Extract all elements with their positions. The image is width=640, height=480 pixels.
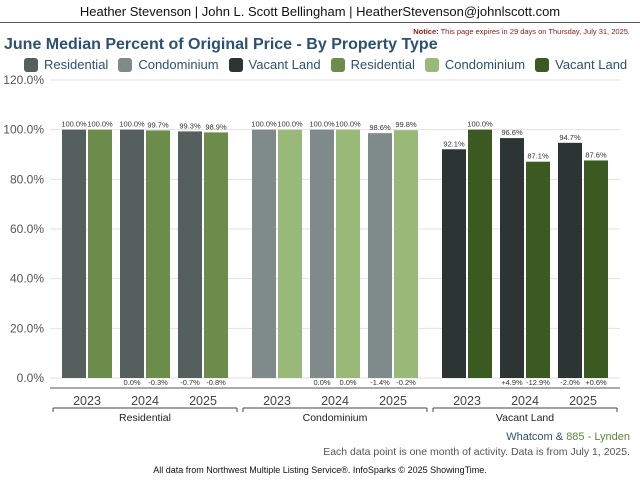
change-label: 0.0%	[339, 378, 356, 387]
data-label: 100.0%	[61, 120, 87, 129]
legend-item-vacant-land-lynden[interactable]: Vacant Land	[535, 57, 627, 72]
notice-label: Notice:	[413, 27, 439, 36]
bar	[558, 142, 582, 378]
data-label: 99.3%	[179, 121, 201, 130]
data-label: 100.0%	[277, 120, 303, 129]
bar	[468, 129, 492, 378]
legend-item-condominium-lynden[interactable]: Condominium	[424, 57, 526, 72]
data-label: 100.0%	[335, 120, 361, 129]
y-tick-label: 120.0%	[3, 73, 44, 87]
change-label: 0.0%	[123, 378, 140, 387]
bar	[336, 129, 360, 378]
data-label: 99.7%	[147, 120, 169, 129]
y-tick-label: 40.0%	[10, 272, 44, 286]
y-tick-label: 20.0%	[10, 321, 44, 335]
bar	[500, 138, 524, 378]
group-label: Condominium	[303, 412, 368, 424]
x-tick-label: 2024	[321, 394, 349, 408]
data-label: 100.0%	[119, 120, 145, 129]
notice-text: This page expires in 29 days on Thursday…	[440, 27, 630, 36]
location-legend: Whatcom & 885 - Lynden	[0, 431, 640, 443]
legend-swatch	[424, 57, 439, 72]
data-label: 100.0%	[309, 120, 335, 129]
x-tick-label: 2025	[379, 394, 407, 408]
legend-swatch	[330, 57, 345, 72]
data-label: 100.0%	[251, 120, 277, 129]
location-1-label: Whatcom	[506, 431, 553, 443]
data-label: 99.8%	[395, 120, 417, 129]
bar	[278, 129, 302, 378]
legend-label: Condominium	[138, 57, 219, 72]
legend-swatch	[24, 57, 38, 72]
bar	[442, 149, 466, 378]
change-label: 0.0%	[313, 378, 330, 387]
change-label: -0.7%	[180, 378, 200, 387]
bar	[252, 129, 276, 378]
change-label: -0.3%	[148, 378, 168, 387]
data-label: 92.1%	[443, 139, 465, 148]
agent-header: Heather Stevenson | John L. Scott Bellin…	[0, 0, 640, 23]
legend-item-vacant-land-whatcom[interactable]: Vacant Land	[228, 57, 321, 72]
group-label: Vacant Land	[496, 412, 554, 424]
bar	[120, 129, 144, 378]
x-tick-label: 2025	[189, 394, 217, 408]
x-tick-label: 2024	[131, 394, 159, 408]
legend-label: Residential	[44, 57, 109, 72]
change-label: -0.2%	[396, 378, 416, 387]
data-credit: All data from Northwest Multiple Listing…	[153, 465, 487, 475]
change-label: +0.6%	[585, 378, 607, 387]
change-label: -0.8%	[206, 378, 226, 387]
bar	[310, 129, 334, 378]
x-tick-label: 2023	[263, 394, 291, 408]
x-tick-label: 2024	[511, 394, 539, 408]
bar	[394, 130, 418, 378]
group-label: Residential	[119, 412, 171, 424]
y-tick-label: 80.0%	[10, 172, 44, 186]
legend-label: Residential	[350, 57, 415, 72]
y-tick-label: 60.0%	[10, 222, 44, 236]
agent-info-text: Heather Stevenson | John L. Scott Bellin…	[79, 3, 561, 19]
bar	[526, 161, 550, 378]
legend-item-residential-lynden[interactable]: Residential	[330, 57, 415, 72]
bar	[88, 129, 112, 378]
y-tick-label: 0.0%	[17, 371, 45, 385]
data-label: 98.6%	[369, 123, 391, 132]
bar	[204, 132, 228, 378]
location-2-label: 885 - Lynden	[566, 431, 630, 443]
change-label: +4.9%	[501, 378, 523, 387]
legend-swatch	[535, 57, 550, 72]
bar	[584, 160, 608, 378]
legend-item-condominium-whatcom[interactable]: Condominium	[118, 57, 219, 72]
x-tick-label: 2023	[73, 394, 101, 408]
data-label: 98.9%	[205, 122, 227, 131]
bar	[368, 133, 392, 378]
y-tick-label: 100.0%	[3, 123, 44, 137]
chart-legend: Residential Condominium Vacant Land Resi…	[24, 57, 637, 72]
data-label: 94.7%	[559, 133, 581, 142]
bar	[62, 129, 86, 378]
chart-title: June Median Percent of Original Price - …	[4, 36, 438, 53]
x-tick-label: 2025	[569, 394, 597, 408]
legend-label: Vacant Land	[248, 57, 321, 72]
legend-label: Condominium	[444, 57, 526, 72]
data-label: 100.0%	[87, 120, 113, 129]
expiry-notice: Notice: This page expires in 29 days on …	[413, 27, 630, 36]
data-label: 100.0%	[467, 120, 493, 129]
x-tick-label: 2023	[453, 394, 481, 408]
data-label: 96.6%	[501, 128, 523, 137]
bar	[178, 131, 202, 378]
data-label: 87.1%	[527, 152, 549, 161]
change-label: -2.0%	[560, 378, 580, 387]
legend-item-residential-whatcom[interactable]: Residential	[24, 57, 108, 72]
legend-swatch	[228, 57, 243, 72]
change-label: -12.9%	[526, 378, 550, 387]
bar	[146, 130, 170, 378]
legend-swatch	[118, 57, 133, 72]
change-label: -1.4%	[370, 378, 390, 387]
data-note: Each data point is one month of activity…	[323, 446, 630, 458]
data-label: 87.6%	[585, 150, 607, 159]
location-ampersand: &	[555, 431, 564, 443]
legend-label: Vacant Land	[555, 57, 628, 72]
